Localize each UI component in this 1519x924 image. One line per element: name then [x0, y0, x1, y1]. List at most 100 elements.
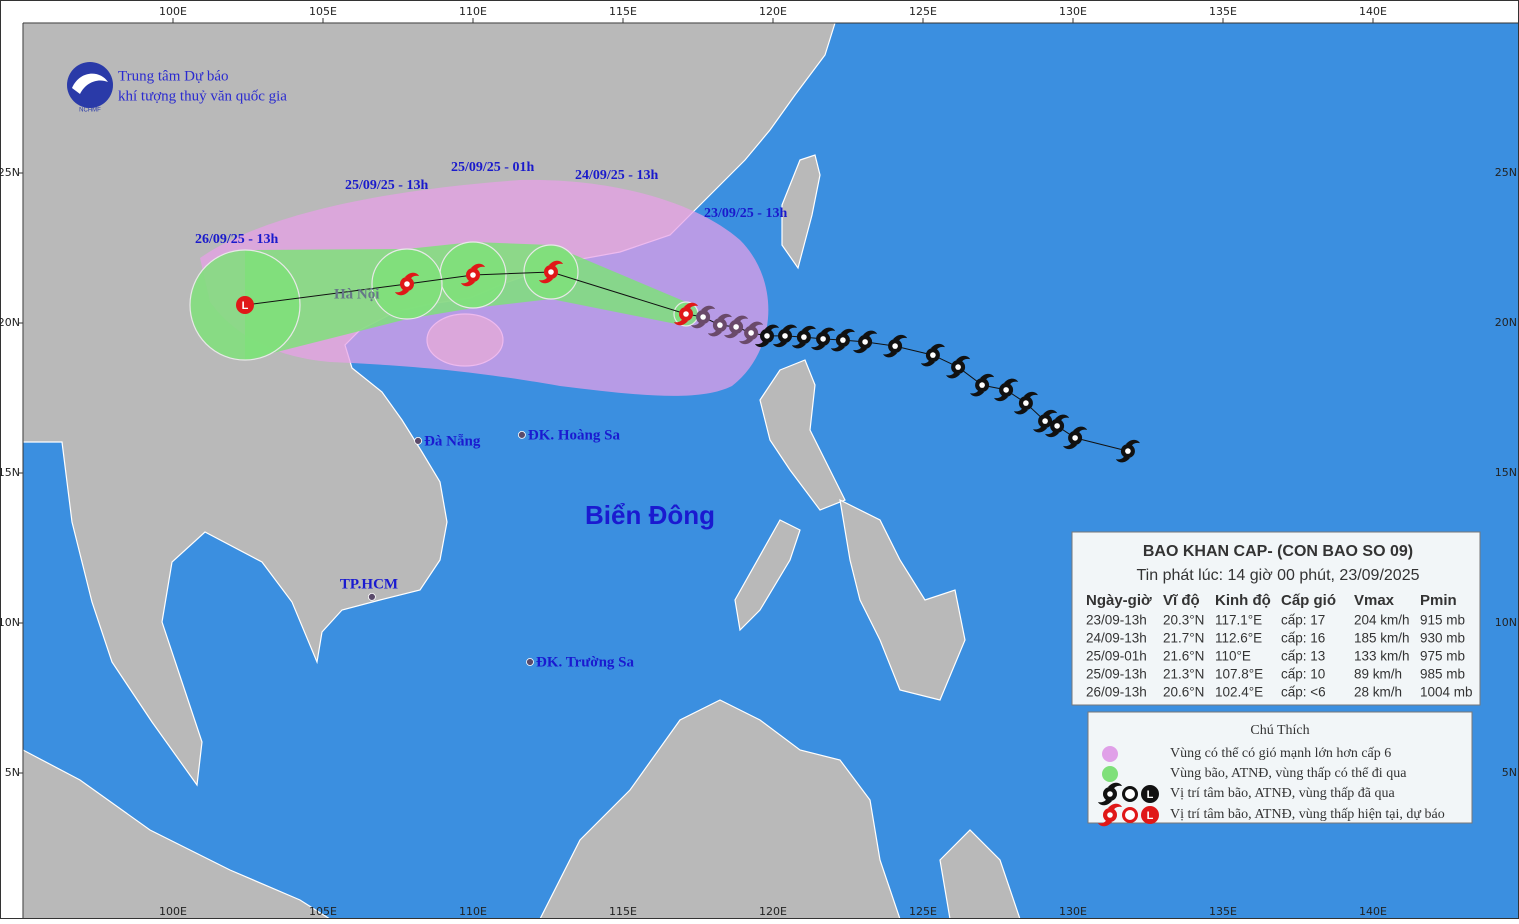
past-position — [755, 324, 779, 348]
storm-center — [782, 333, 788, 339]
logo: NCHMF — [67, 62, 113, 114]
table-cell: 110°E — [1215, 649, 1251, 664]
past-position — [970, 373, 995, 397]
lon-label: 100E — [159, 5, 187, 18]
past-position — [883, 334, 908, 358]
table-cell: 89 km/h — [1354, 667, 1402, 682]
past-position — [1033, 409, 1058, 433]
lat-label: 10N — [1495, 616, 1517, 629]
table-cell: 117.1°E — [1215, 613, 1262, 628]
storm-center — [840, 337, 846, 343]
lon-label: 130E — [1059, 5, 1087, 18]
storm-center — [733, 324, 739, 330]
top-margin — [0, 0, 1519, 23]
table-cell: 21.7°N — [1163, 631, 1204, 646]
lat-label: 20N — [0, 316, 20, 329]
table-cell: 26/09-13h — [1086, 685, 1147, 700]
storm-center — [820, 336, 826, 342]
legend-title: Chú Thích — [1250, 723, 1309, 738]
forecast-position: L — [236, 296, 254, 314]
lon-label: 115E — [609, 5, 637, 18]
storm-center — [700, 314, 706, 320]
past-position — [946, 355, 971, 379]
storm-center — [470, 272, 476, 278]
table-cell: 28 km/h — [1354, 685, 1402, 700]
bulletin-box — [1071, 531, 1481, 706]
place-name: Đà Nẵng — [424, 433, 481, 449]
storm-center — [1107, 812, 1113, 818]
table-cell: cấp: 13 — [1281, 649, 1325, 664]
legend-item: Vùng có thể có gió mạnh lớn hơn cấp 6 — [1170, 746, 1391, 761]
storm-center — [1042, 418, 1048, 424]
storm-center — [683, 311, 689, 317]
past-position — [830, 328, 855, 352]
logo-circle — [67, 62, 113, 108]
lon-label: 140E — [1359, 905, 1387, 918]
legend-low-icon: L — [1141, 785, 1159, 803]
forecast-time: 24/09/25 - 13h — [575, 168, 658, 183]
lat-label: 5N — [1502, 766, 1517, 779]
lat-label: 5N — [5, 766, 20, 779]
legend-ring-icon — [1122, 786, 1138, 802]
place-name: Hà Nội — [334, 286, 379, 302]
place-dot — [526, 658, 534, 666]
past-position — [691, 305, 716, 329]
table-cell: 185 km/h — [1354, 631, 1410, 646]
storm-center — [1125, 448, 1131, 454]
forecast-position — [395, 272, 419, 296]
lon-label: 105E — [309, 905, 337, 918]
table-header: Pmin — [1420, 592, 1457, 609]
lon-label: 115E — [609, 905, 637, 918]
past-position — [739, 321, 764, 345]
legend-ring-icon — [1122, 807, 1138, 823]
place-dot — [367, 593, 376, 601]
past-position — [707, 313, 732, 337]
table-cell: 25/09-01h — [1086, 649, 1147, 664]
storm-center — [1023, 400, 1029, 406]
forecast-position — [539, 260, 563, 284]
place-name: ĐK. Trường Sa — [536, 654, 635, 670]
table-cell: 21.3°N — [1163, 667, 1204, 682]
forecast-time: 25/09/25 - 13h — [345, 178, 428, 193]
past-position — [1013, 391, 1038, 415]
low-symbol: L — [242, 300, 249, 312]
lon-label: 135E — [1209, 5, 1237, 18]
low-symbol: L — [1147, 789, 1154, 801]
place-dot — [414, 436, 423, 445]
storm-center — [548, 269, 554, 275]
forecast-time: 25/09/25 - 01h — [451, 160, 534, 175]
table-header: Cấp gió — [1281, 592, 1336, 609]
lon-label: 130E — [1059, 905, 1087, 918]
storm-center — [748, 330, 754, 336]
logo-text: NCHMF — [79, 108, 101, 114]
table-cell: 915 mb — [1420, 613, 1465, 628]
table-cell: cấp: 16 — [1281, 631, 1325, 646]
table-cell: 23/09-13h — [1086, 613, 1147, 628]
lon-label: 120E — [759, 5, 787, 18]
lon-label: 100E — [159, 905, 187, 918]
lon-label: 105E — [309, 5, 337, 18]
storm-center — [1054, 423, 1060, 429]
place-name: TP.HCM — [340, 576, 398, 592]
lon-label: 110E — [459, 5, 487, 18]
table-header: Kinh độ — [1215, 592, 1271, 609]
place-name: ĐK. Hoàng Sa — [528, 427, 621, 443]
lat-label: 20N — [1495, 316, 1517, 329]
table-header: Ngày-giờ — [1086, 592, 1152, 609]
table-cell: 930 mb — [1420, 631, 1465, 646]
table-cell: 1004 mb — [1420, 685, 1473, 700]
table-cell: cấp: <6 — [1281, 685, 1326, 700]
track: 23/09/25 - 13h 24/09/25 - 13h 25/09/25 - 0… — [195, 160, 1140, 463]
storm-center — [404, 281, 410, 287]
table-header: Vĩ độ — [1163, 592, 1200, 609]
storm-center — [717, 322, 723, 328]
low-symbol: L — [1147, 810, 1154, 822]
past-position — [724, 315, 749, 339]
storm-center — [930, 352, 936, 358]
legend-storm-icon — [1098, 803, 1122, 827]
past-position — [853, 330, 878, 354]
legend-swatch — [1102, 766, 1118, 782]
legend-box — [1087, 711, 1473, 824]
table-cell: 204 km/h — [1354, 613, 1410, 628]
forecast-position — [674, 302, 698, 326]
